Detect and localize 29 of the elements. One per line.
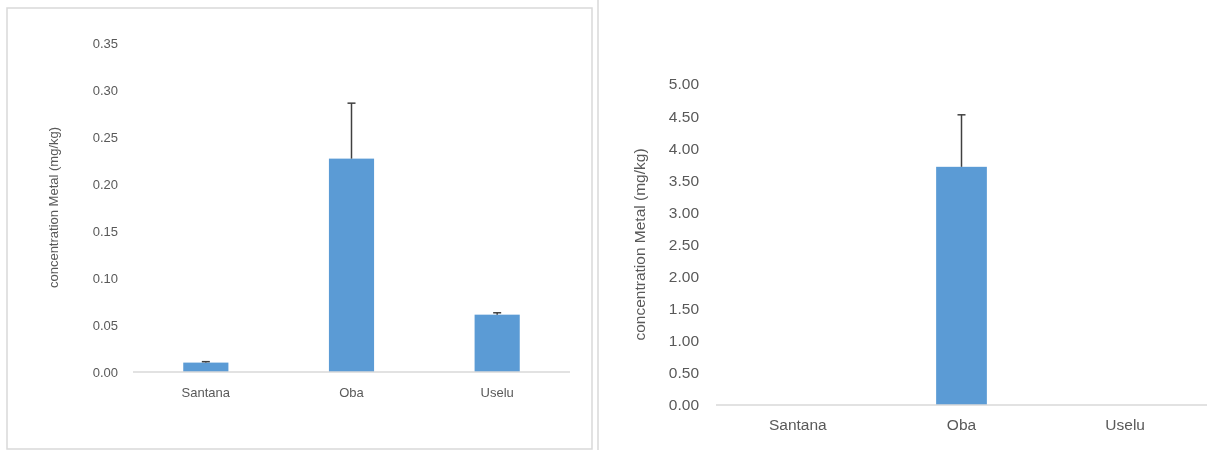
y-axis-title: concentration Metal (mg/kg) [631,148,648,341]
y-tick-label: 3.50 [668,171,700,189]
y-tick-label: 0.25 [92,129,118,145]
bar [474,314,520,372]
x-tick-label: Uselu [1105,416,1145,433]
y-tick-label: 4.50 [668,107,700,125]
y-tick-label: 0.15 [92,223,118,239]
y-tick-label: 1.50 [668,300,700,318]
y-tick-label: 0.30 [92,82,118,98]
y-tick-label: 2.50 [668,235,700,253]
y-tick-label: 0.50 [668,364,700,382]
x-tick-label: Santana [181,385,231,400]
x-tick-label: Oba [339,385,365,400]
x-tick-label: Oba [946,416,977,433]
y-tick-label: 0.35 [92,35,118,51]
y-tick-label: 0.20 [92,176,118,192]
y-tick-label: 1.00 [668,332,700,350]
y-tick-label: 4.00 [668,139,700,157]
x-tick-label: Santana [768,416,828,433]
bar [328,158,375,372]
y-axis-title: concentration Metal (mg/kg) [46,126,61,289]
y-tick-label: 2.00 [668,268,700,286]
y-tick-label: 0.05 [92,317,118,333]
y-tick-label: 0.00 [668,396,700,414]
y-tick-label: 0.10 [92,270,118,286]
x-tick-label: Uselu [480,385,514,400]
y-tick-label: 3.00 [668,203,700,221]
y-tick-label: 5.00 [668,75,700,93]
y-tick-label: 0.00 [92,364,118,380]
